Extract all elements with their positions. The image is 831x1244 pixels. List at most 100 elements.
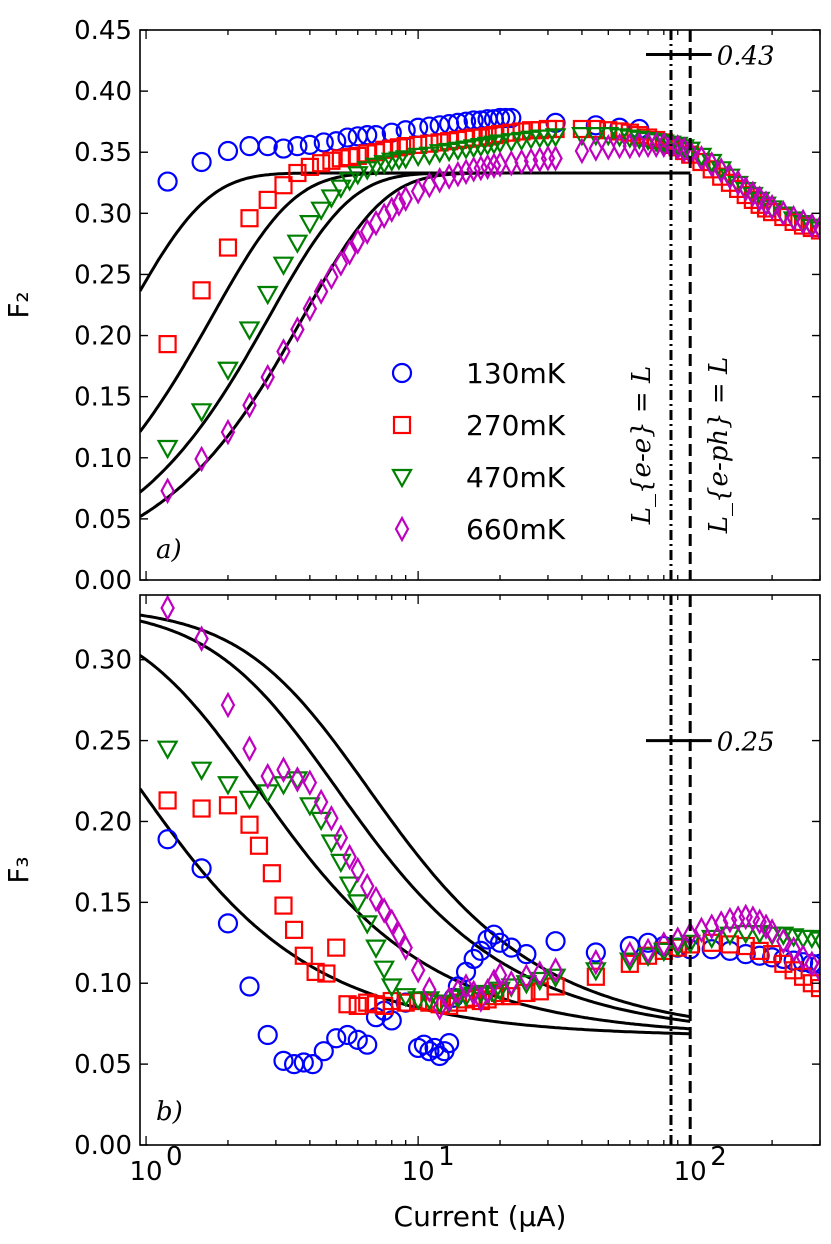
data-point-470mK <box>238 790 261 811</box>
data-point-660mK <box>504 149 519 177</box>
vline-label-ee: L_{e-e} = L <box>627 366 657 526</box>
legend: 130mK 270mK 470mK 660mK <box>391 357 566 546</box>
y-tick-label: 0.00 <box>74 566 132 596</box>
data-point-470mK <box>338 172 361 192</box>
y-tick-label: 0.20 <box>74 322 132 352</box>
data-point-660mK <box>473 154 489 182</box>
data-point-470mK <box>528 971 551 992</box>
data-point-470mK <box>476 136 499 157</box>
data-point-470mK <box>700 929 723 950</box>
panel-a-x-ticks <box>145 30 821 580</box>
data-point-660mK <box>486 968 502 995</box>
data-point-660mK <box>302 295 318 322</box>
data-point-660mK <box>391 190 407 217</box>
data-point-660mK <box>722 163 738 190</box>
data-point-660mK <box>804 212 820 239</box>
data-point-130mK <box>313 1041 334 1062</box>
data-point-270mK <box>312 154 331 173</box>
data-point-270mK <box>810 978 820 998</box>
data-point-660mK <box>795 944 811 971</box>
data-point-660mK <box>656 931 672 958</box>
data-point-270mK <box>262 864 281 883</box>
data-point-470mK <box>190 403 213 423</box>
data-point-660mK <box>786 935 801 963</box>
data-point-270mK <box>192 281 211 300</box>
data-point-470mK <box>418 146 441 166</box>
data-point-270mK <box>288 163 307 183</box>
data-point-270mK <box>702 933 721 952</box>
panel-a-label: a) <box>156 535 182 565</box>
data-point-130mK <box>191 151 212 173</box>
panel-a-y-ticks: 0.00 0.05 0.10 0.15 0.20 0.25 0.30 0.35 0.40 0.45 <box>74 16 820 596</box>
legend-marker-270mK <box>392 415 412 435</box>
panel-b-x-ticks: 10 0 10 1 10 2 <box>130 595 821 1187</box>
data-point-270mK <box>274 896 293 915</box>
data-point-660mK <box>804 950 820 978</box>
y-tick-label: 0.45 <box>74 16 132 46</box>
data-point-470mK <box>584 127 607 147</box>
data-point-470mK <box>500 133 523 153</box>
data-point-130mK <box>357 1034 378 1055</box>
data-point-130mK <box>545 931 566 952</box>
data-point-270mK <box>409 135 428 154</box>
data-point-660mK <box>812 214 820 242</box>
data-point-470mK <box>597 127 620 147</box>
data-point-660mK <box>504 969 519 997</box>
data-point-660mK <box>333 824 349 851</box>
data-point-660mK <box>738 175 753 203</box>
data-point-470mK <box>298 215 321 235</box>
data-point-470mK <box>338 876 361 896</box>
data-point-130mK <box>809 953 820 974</box>
data-point-660mK <box>342 843 357 871</box>
y-tick-label: 0.30 <box>74 646 132 676</box>
data-point-660mK <box>376 897 392 924</box>
data-point-270mK <box>158 791 177 810</box>
data-point-660mK <box>776 200 791 227</box>
data-point-660mK <box>764 918 780 945</box>
data-point-660mK <box>492 961 508 989</box>
y-tick-label: 0.25 <box>74 727 132 757</box>
data-point-660mK <box>745 180 761 208</box>
data-point-130mK <box>516 944 537 965</box>
data-point-660mK <box>276 756 291 784</box>
panel-a-vertical-lines <box>669 30 692 580</box>
data-point-660mK <box>391 921 407 949</box>
data-point-660mK <box>260 762 275 790</box>
panel-a-frame <box>139 29 821 581</box>
data-point-270mK <box>338 995 357 1014</box>
data-point-660mK <box>480 153 495 181</box>
data-point-270mK <box>306 962 325 982</box>
y-tick-label: 0.40 <box>74 77 132 107</box>
data-point-660mK <box>290 766 305 793</box>
data-point-660mK <box>398 185 413 212</box>
data-point-270mK <box>420 134 439 153</box>
data-point-470mK <box>256 285 279 306</box>
panel-a-theory-curves <box>140 171 691 518</box>
data-point-470mK <box>298 797 321 817</box>
data-point-130mK <box>337 127 358 148</box>
data-point-660mK <box>220 418 236 446</box>
data-point-660mK <box>548 145 563 172</box>
data-point-270mK <box>546 977 565 996</box>
data-point-130mK <box>326 131 347 152</box>
data-point-660mK <box>260 363 275 391</box>
data-point-470mK <box>329 179 352 199</box>
data-point-130mK <box>273 1050 294 1071</box>
y-tick-label: 0.10 <box>74 444 132 474</box>
data-point-660mK <box>574 137 590 165</box>
data-point-660mK <box>350 228 366 255</box>
data-point-660mK <box>670 926 685 953</box>
data-point-270mK <box>774 954 793 973</box>
data-point-470mK <box>571 127 593 147</box>
data-point-130mK <box>287 136 308 157</box>
data-point-470mK <box>286 234 309 254</box>
data-point-470mK <box>489 134 511 154</box>
legend-label: 660mK <box>466 513 566 546</box>
data-point-270mK <box>300 157 319 176</box>
panel-b-y-ticks: 0.00 0.05 0.10 0.15 0.20 0.25 0.30 <box>74 646 820 1161</box>
theory-curve-130mK <box>140 171 691 292</box>
data-point-660mK <box>242 391 257 419</box>
data-point-270mK <box>249 836 269 855</box>
data-point-660mK <box>812 956 820 984</box>
data-point-470mK <box>190 761 213 781</box>
